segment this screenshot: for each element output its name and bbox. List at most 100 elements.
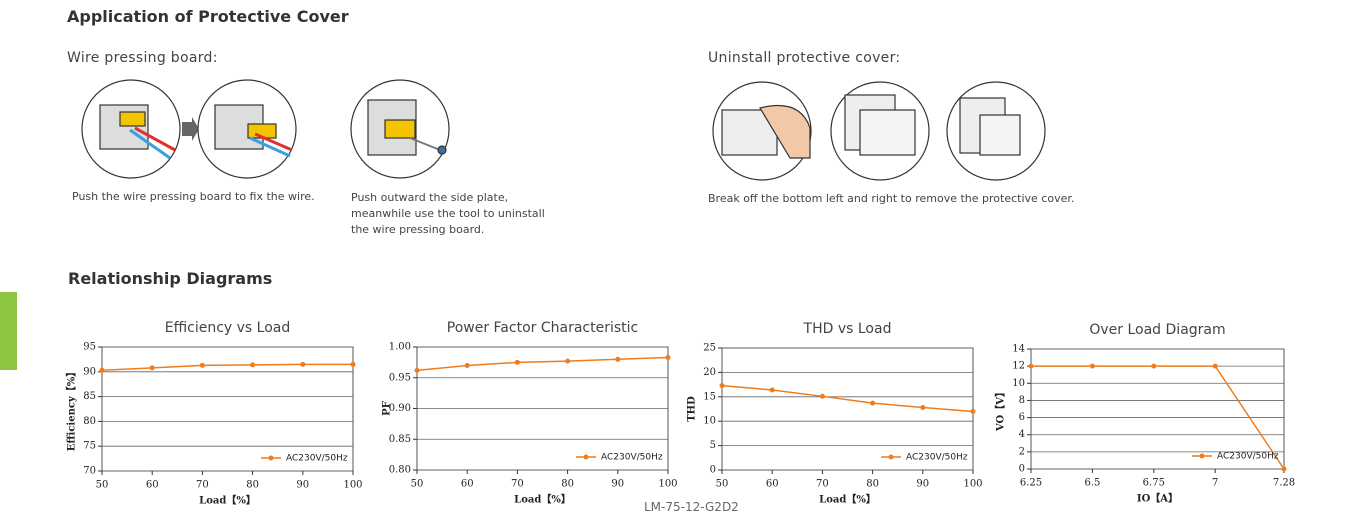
- chart-title: Power Factor Characteristic: [447, 320, 638, 336]
- point: [1281, 466, 1287, 472]
- legend-label: AC230V/50Hz: [601, 453, 663, 463]
- x-tick-label: 7.28: [1273, 478, 1295, 489]
- y-tick-label: 0: [1019, 464, 1025, 475]
- caption-line: Break off the bottom left and right to r…: [708, 192, 1075, 205]
- series-line: [721, 384, 974, 413]
- point: [350, 361, 356, 367]
- point: [970, 408, 976, 414]
- x-axis-label: IO【A】: [1137, 492, 1178, 505]
- point: [615, 356, 621, 362]
- point: [514, 359, 520, 365]
- y-tick-label: 85: [83, 391, 96, 402]
- x-tick-label: 100: [343, 480, 362, 491]
- x-tick-label: 50: [96, 480, 109, 491]
- legend-marker: [1199, 453, 1205, 459]
- point: [1028, 363, 1034, 369]
- y-axis-label: THD: [687, 396, 698, 422]
- legend-marker: [888, 454, 894, 460]
- x-axis-label: Load【%】: [514, 493, 571, 506]
- point: [1212, 363, 1218, 369]
- point: [250, 362, 256, 368]
- series-line: [101, 363, 353, 372]
- y-tick-label: 0.80: [389, 465, 411, 476]
- point: [719, 383, 725, 389]
- illustration: [81, 79, 1046, 181]
- y-axis-label: PF: [382, 401, 393, 416]
- y-tick-label: 1.00: [389, 342, 411, 353]
- x-tick-label: 6.25: [1020, 478, 1042, 489]
- y-tick-label: 90: [83, 366, 96, 377]
- x-tick-label: 50: [411, 479, 424, 490]
- y-axis-label: Efficiency【%】: [65, 367, 78, 452]
- x-tick-label: 6.75: [1143, 478, 1165, 489]
- x-tick-label: 60: [766, 479, 779, 490]
- y-tick-label: 75: [83, 441, 96, 452]
- y-tick-label: 0.85: [389, 434, 411, 445]
- point: [1151, 363, 1157, 369]
- x-tick-label: 90: [916, 479, 929, 490]
- y-axis-label: VO【V】: [994, 387, 1007, 432]
- caption-line: Push outward the side plate,: [351, 191, 509, 204]
- point: [565, 358, 571, 364]
- y-tick-label: 80: [83, 416, 96, 427]
- y-tick-label: 8: [1019, 395, 1025, 406]
- x-tick-label: 50: [716, 479, 729, 490]
- y-tick-label: 6: [1019, 412, 1025, 423]
- chart-title: Efficiency vs Load: [165, 320, 291, 336]
- y-tick-label: 15: [703, 391, 716, 402]
- legend-label: AC230V/50Hz: [1217, 452, 1279, 462]
- x-tick-label: 80: [561, 479, 574, 490]
- caption-line: the wire pressing board.: [351, 223, 485, 236]
- x-tick-label: 7: [1212, 478, 1218, 489]
- point: [414, 367, 420, 373]
- x-tick-label: 70: [511, 479, 524, 490]
- x-tick-label: 70: [816, 479, 829, 490]
- point: [199, 362, 205, 368]
- side-tab: [0, 292, 17, 370]
- y-tick-label: 0: [710, 465, 716, 476]
- y-tick-label: 12: [1012, 361, 1025, 372]
- x-tick-label: 70: [196, 480, 209, 491]
- legend-marker: [268, 455, 274, 461]
- point: [464, 362, 470, 368]
- y-tick-label: 4: [1019, 429, 1025, 440]
- x-tick-label: 90: [296, 480, 309, 491]
- caption: Push the wire pressing board to fix the …: [72, 189, 315, 205]
- section-title: Uninstall protective cover:: [708, 50, 901, 66]
- caption: Break off the bottom left and right to r…: [708, 191, 1074, 207]
- legend-label: AC230V/50Hz: [906, 453, 968, 463]
- y-tick-label: 5: [710, 440, 716, 451]
- y-tick-label: 10: [1012, 378, 1025, 389]
- x-tick-label: 100: [963, 479, 982, 490]
- x-tick-label: 80: [246, 480, 259, 491]
- x-axis-label: Load【%】: [199, 494, 256, 507]
- point: [149, 365, 155, 371]
- y-tick-label: 25: [703, 343, 716, 354]
- y-tick-label: 14: [1012, 344, 1025, 355]
- chart-title: Over Load Diagram: [1089, 322, 1225, 338]
- y-tick-label: 0.90: [389, 403, 411, 414]
- point: [819, 393, 825, 399]
- x-axis-label: Load【%】: [819, 493, 876, 506]
- y-tick-label: 95: [83, 342, 96, 353]
- y-tick-label: 20: [703, 367, 716, 378]
- point: [870, 400, 876, 406]
- x-tick-label: 60: [146, 480, 159, 491]
- point: [99, 367, 105, 373]
- chart-title: THD vs Load: [803, 321, 892, 337]
- point: [769, 387, 775, 393]
- page-title: Application of Protective Cover: [67, 7, 349, 26]
- section-title: Wire pressing board:: [67, 50, 218, 66]
- x-tick-label: 80: [866, 479, 879, 490]
- legend-marker: [583, 454, 589, 460]
- y-tick-label: 70: [83, 466, 96, 477]
- y-tick-label: 2: [1019, 446, 1025, 457]
- x-tick-label: 90: [611, 479, 624, 490]
- y-tick-label: 10: [703, 416, 716, 427]
- section-title: Relationship Diagrams: [68, 269, 273, 288]
- x-tick-label: 60: [461, 479, 474, 490]
- x-tick-label: 6.5: [1084, 478, 1100, 489]
